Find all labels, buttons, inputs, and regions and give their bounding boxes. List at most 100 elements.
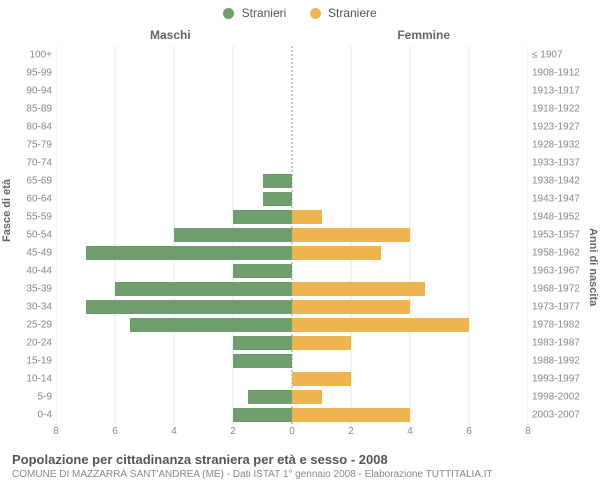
header-maschi: Maschi <box>150 28 191 42</box>
bar-male <box>233 264 292 278</box>
birth-year-label: 1918-1922 <box>528 104 580 115</box>
age-label: 5-9 <box>38 392 56 403</box>
pyramid-row: 10-141993-1997 <box>56 370 528 388</box>
birth-year-label: 1963-1967 <box>528 266 580 277</box>
x-tick: 6 <box>112 426 118 437</box>
pyramid-row: 5-91998-2002 <box>56 388 528 406</box>
x-tick: 2 <box>348 426 354 437</box>
pyramid-row: 80-841923-1927 <box>56 118 528 136</box>
pyramid-row: 75-791928-1932 <box>56 136 528 154</box>
birth-year-label: 1908-1912 <box>528 68 580 79</box>
birth-year-label: 1993-1997 <box>528 374 580 385</box>
age-label: 60-64 <box>26 194 56 205</box>
x-tick: 8 <box>525 426 531 437</box>
birth-year-label: 1928-1932 <box>528 140 580 151</box>
bar-female <box>292 390 322 404</box>
bar-male <box>130 318 292 332</box>
birth-year-label: 2003-2007 <box>528 410 580 421</box>
birth-year-label: 1983-1987 <box>528 338 580 349</box>
birth-year-label: 1968-1972 <box>528 284 580 295</box>
bar-male <box>248 390 292 404</box>
pyramid-row: 90-941913-1917 <box>56 82 528 100</box>
x-tick: 6 <box>466 426 472 437</box>
age-label: 0-4 <box>38 410 56 421</box>
x-tick: 2 <box>230 426 236 437</box>
bar-male <box>263 174 293 188</box>
bar-female <box>292 282 425 296</box>
birth-year-label: 1923-1927 <box>528 122 580 133</box>
bar-male <box>174 228 292 242</box>
pyramid-row: 55-591948-1952 <box>56 208 528 226</box>
age-label: 15-19 <box>26 356 56 367</box>
age-label: 35-39 <box>26 284 56 295</box>
birth-year-label: 1958-1962 <box>528 248 580 259</box>
column-headers: Maschi Femmine <box>0 28 600 46</box>
pyramid-row: 60-641943-1947 <box>56 190 528 208</box>
pyramid-row: 45-491958-1962 <box>56 244 528 262</box>
age-label: 45-49 <box>26 248 56 259</box>
pyramid-row: 30-341973-1977 <box>56 298 528 316</box>
birth-year-label: 1998-2002 <box>528 392 580 403</box>
bar-female <box>292 210 322 224</box>
pyramid-row: 70-741933-1937 <box>56 154 528 172</box>
pyramid-row: 85-891918-1922 <box>56 100 528 118</box>
age-label: 25-29 <box>26 320 56 331</box>
age-label: 75-79 <box>26 140 56 151</box>
birth-year-label: 1948-1952 <box>528 212 580 223</box>
bar-male <box>86 246 293 260</box>
pyramid-row: 25-291978-1982 <box>56 316 528 334</box>
x-axis: 864202468 <box>56 424 528 444</box>
chart-subtitle: COMUNE DI MAZZARRÀ SANT'ANDREA (ME) - Da… <box>12 469 588 480</box>
age-label: 90-94 <box>26 86 56 97</box>
pyramid-row: 20-241983-1987 <box>56 334 528 352</box>
age-label: 100+ <box>29 50 56 61</box>
y-axis-right-title: Anni di nascita <box>587 228 599 242</box>
bar-male <box>263 192 293 206</box>
bar-male <box>233 354 292 368</box>
bar-male <box>233 210 292 224</box>
x-tick: 4 <box>171 426 177 437</box>
x-tick: 0 <box>289 426 295 437</box>
age-label: 20-24 <box>26 338 56 349</box>
pyramid-row: 100+≤ 1907 <box>56 46 528 64</box>
birth-year-label: 1973-1977 <box>528 302 580 313</box>
age-label: 40-44 <box>26 266 56 277</box>
birth-year-label: 1938-1942 <box>528 176 580 187</box>
bar-female <box>292 408 410 422</box>
bar-female <box>292 372 351 386</box>
pyramid-row: 15-191988-1992 <box>56 352 528 370</box>
age-label: 65-69 <box>26 176 56 187</box>
pyramid-row: 0-42003-2007 <box>56 406 528 424</box>
circle-icon <box>223 8 234 19</box>
pyramid-row: 35-391968-1972 <box>56 280 528 298</box>
age-label: 80-84 <box>26 122 56 133</box>
birth-year-label: 1913-1917 <box>528 86 580 97</box>
age-label: 55-59 <box>26 212 56 223</box>
legend-female: Straniere <box>310 6 377 20</box>
bar-female <box>292 246 381 260</box>
y-axis-left-title: Fasce di età <box>1 228 13 242</box>
birth-year-label: 1978-1982 <box>528 320 580 331</box>
age-label: 85-89 <box>26 104 56 115</box>
legend-male: Stranieri <box>223 6 286 20</box>
birth-year-label: 1933-1937 <box>528 158 580 169</box>
age-label: 10-14 <box>26 374 56 385</box>
pyramid-row: 95-991908-1912 <box>56 64 528 82</box>
birth-year-label: 1943-1947 <box>528 194 580 205</box>
chart-title: Popolazione per cittadinanza straniera p… <box>12 452 588 467</box>
bar-male <box>115 282 292 296</box>
legend-male-label: Stranieri <box>242 6 287 20</box>
chart-wrapper: Stranieri Straniere Maschi Femmine Fasce… <box>0 0 600 500</box>
birth-year-label: 1988-1992 <box>528 356 580 367</box>
pyramid-row: 65-691938-1942 <box>56 172 528 190</box>
chart-area: Fasce di età Anni di nascita 100+≤ 19079… <box>0 46 600 424</box>
pyramid-row: 50-541953-1957 <box>56 226 528 244</box>
birth-year-label: 1953-1957 <box>528 230 580 241</box>
x-tick: 4 <box>407 426 413 437</box>
age-label: 30-34 <box>26 302 56 313</box>
bar-female <box>292 318 469 332</box>
age-label: 50-54 <box>26 230 56 241</box>
legend: Stranieri Straniere <box>0 0 600 28</box>
age-label: 70-74 <box>26 158 56 169</box>
bar-female <box>292 228 410 242</box>
